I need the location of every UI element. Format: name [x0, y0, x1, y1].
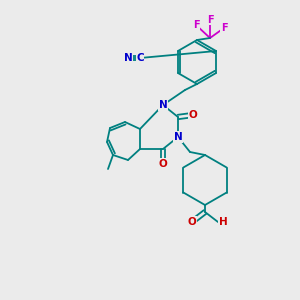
Text: O: O — [159, 159, 167, 169]
Text: N: N — [159, 100, 167, 110]
Text: N: N — [124, 53, 132, 63]
Text: N: N — [174, 132, 182, 142]
Text: H: H — [219, 217, 227, 227]
Text: F: F — [221, 23, 227, 33]
Text: C: C — [136, 53, 144, 63]
Text: O: O — [188, 217, 196, 227]
Text: F: F — [193, 20, 199, 30]
Text: O: O — [189, 110, 197, 120]
Text: F: F — [207, 15, 213, 25]
